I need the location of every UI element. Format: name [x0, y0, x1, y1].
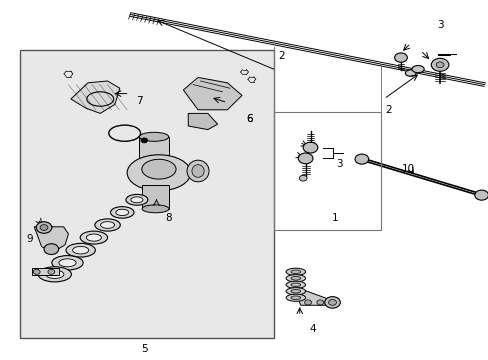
Circle shape: [303, 142, 317, 153]
Circle shape: [141, 138, 147, 143]
Ellipse shape: [80, 231, 107, 244]
Circle shape: [430, 58, 448, 71]
Ellipse shape: [191, 165, 204, 177]
Ellipse shape: [59, 259, 76, 267]
Ellipse shape: [116, 209, 128, 216]
Text: 3: 3: [436, 20, 443, 30]
Ellipse shape: [290, 283, 300, 287]
Ellipse shape: [142, 159, 176, 179]
Circle shape: [298, 153, 312, 164]
Ellipse shape: [285, 288, 305, 295]
Ellipse shape: [110, 207, 134, 218]
Ellipse shape: [285, 281, 305, 288]
Circle shape: [40, 225, 48, 230]
Ellipse shape: [285, 275, 305, 282]
Bar: [32, 268, 59, 275]
Text: 7: 7: [136, 96, 142, 106]
Bar: [142, 185, 168, 209]
Circle shape: [33, 269, 40, 274]
Circle shape: [48, 269, 55, 274]
Ellipse shape: [45, 270, 64, 279]
Ellipse shape: [186, 160, 209, 182]
Circle shape: [474, 190, 488, 200]
Text: 2: 2: [277, 51, 284, 61]
Circle shape: [304, 300, 311, 305]
Text: 10: 10: [401, 164, 414, 174]
Ellipse shape: [72, 247, 89, 254]
Text: 6: 6: [245, 114, 252, 124]
Text: 1: 1: [331, 213, 338, 223]
Ellipse shape: [285, 268, 305, 275]
Polygon shape: [71, 81, 120, 113]
Text: 2: 2: [385, 105, 391, 115]
Ellipse shape: [126, 194, 147, 205]
Bar: [139, 137, 168, 158]
Text: 9: 9: [26, 234, 33, 244]
Ellipse shape: [139, 132, 168, 141]
Polygon shape: [293, 286, 333, 305]
Circle shape: [354, 154, 368, 164]
Ellipse shape: [290, 289, 300, 293]
Ellipse shape: [405, 70, 415, 76]
Ellipse shape: [38, 267, 71, 282]
Text: 6: 6: [245, 114, 252, 124]
Bar: [20, 50, 273, 338]
Ellipse shape: [290, 276, 300, 280]
Circle shape: [316, 300, 323, 305]
Ellipse shape: [86, 234, 101, 241]
Circle shape: [328, 300, 336, 305]
Circle shape: [324, 297, 340, 308]
Ellipse shape: [101, 222, 114, 228]
Ellipse shape: [66, 243, 95, 257]
Ellipse shape: [290, 270, 300, 274]
Ellipse shape: [95, 219, 120, 231]
Ellipse shape: [131, 197, 142, 203]
Ellipse shape: [411, 66, 424, 73]
Circle shape: [44, 244, 59, 255]
Ellipse shape: [52, 256, 83, 270]
Circle shape: [394, 53, 407, 62]
Polygon shape: [183, 77, 242, 110]
Bar: [273, 112, 381, 230]
Ellipse shape: [285, 294, 305, 301]
Circle shape: [435, 62, 443, 68]
Text: 4: 4: [309, 324, 316, 334]
Circle shape: [36, 222, 52, 233]
Ellipse shape: [290, 296, 300, 300]
Circle shape: [299, 175, 306, 181]
Ellipse shape: [142, 205, 169, 213]
Text: 5: 5: [141, 344, 147, 354]
Polygon shape: [188, 113, 217, 130]
Text: 8: 8: [165, 213, 172, 223]
Polygon shape: [34, 227, 68, 250]
Text: 3: 3: [336, 159, 343, 169]
Ellipse shape: [127, 155, 190, 191]
